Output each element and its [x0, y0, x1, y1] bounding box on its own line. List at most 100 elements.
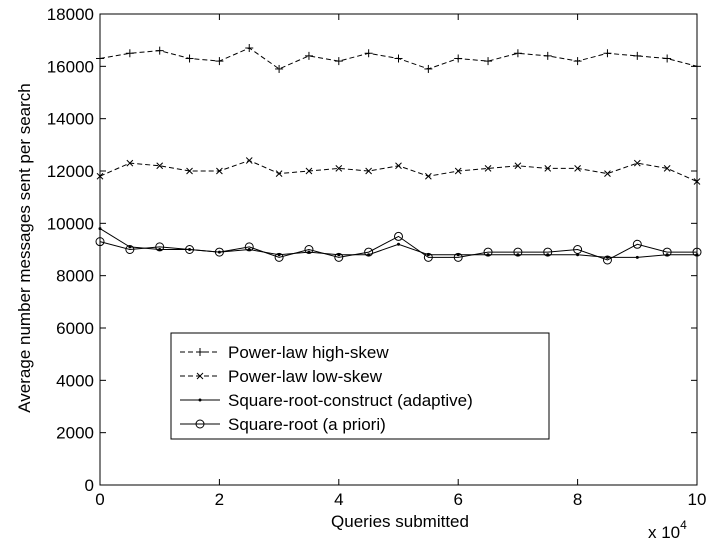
data-point-x: [365, 167, 373, 175]
data-point-plus: [424, 64, 433, 73]
data-point-circle: [274, 252, 284, 262]
legend-label: Power-law low-skew: [228, 367, 383, 386]
data-point-dot: [695, 253, 699, 257]
data-point-dot: [198, 398, 202, 402]
data-point-x: [275, 170, 283, 177]
data-point-x: [514, 162, 522, 170]
x-tick-label: 10: [688, 490, 707, 509]
data-point-x: [216, 167, 223, 175]
data-point-x: [604, 170, 611, 177]
data-point-x: [395, 162, 402, 170]
data-point-dot: [605, 255, 609, 259]
legend-item: Power-law high-skew: [180, 343, 389, 362]
plot-area-border: [99, 13, 698, 486]
data-point-plus: [573, 57, 582, 66]
data-point-dot: [277, 253, 281, 257]
legend-item: Square-root (a priori): [180, 415, 386, 434]
data-point-x: [424, 172, 432, 180]
data-point-dot: [635, 255, 639, 259]
data-point-circle: [364, 247, 374, 257]
data-point-dot: [158, 248, 162, 251]
data-point-x: [305, 167, 313, 175]
legend-item: Square-root-construct (adaptive): [180, 391, 473, 410]
data-point-plus: [96, 54, 104, 63]
data-point-x: [245, 157, 253, 164]
data-point-x: [484, 165, 492, 172]
data-point-circle: [602, 255, 612, 265]
y-tick-label: 12000: [47, 162, 94, 181]
data-point-circle: [632, 239, 642, 249]
data-point-plus: [513, 49, 522, 58]
data-point-x: [574, 165, 581, 172]
legend-label: Power-law high-skew: [228, 343, 389, 362]
data-point-dot: [397, 242, 400, 246]
data-point-circle: [214, 247, 224, 257]
data-point-dot: [516, 253, 520, 257]
y-tick-label: 10000: [47, 214, 94, 233]
data-point-x: [693, 178, 701, 185]
data-point-plus: [603, 49, 612, 58]
x-axis-multiplier-exponent: 4: [680, 518, 687, 532]
x-tick-label: 0: [95, 490, 104, 509]
data-point-circle: [453, 252, 463, 262]
data-point-circle: [155, 242, 165, 252]
data-point-plus: [633, 51, 642, 60]
data-point-dot: [426, 253, 430, 257]
x-axis: 0 2 4 6 8 10: [95, 14, 706, 509]
data-point-x: [454, 167, 462, 175]
data-point-circle: [195, 419, 205, 429]
series-4: [95, 231, 702, 265]
y-tick-label: 8000: [56, 267, 94, 286]
data-point-dot: [98, 227, 102, 231]
data-point-circle: [543, 247, 553, 257]
data-point-x: [335, 165, 343, 172]
data-point-x: [633, 159, 641, 167]
y-tick-label: 4000: [56, 371, 94, 390]
data-point-dot: [128, 245, 132, 249]
data-point-circle: [185, 245, 195, 254]
data-point-dot: [337, 253, 341, 257]
x-axis-label: Queries submitted: [331, 512, 469, 531]
data-point-circle: [423, 252, 433, 262]
data-point-plus: [454, 54, 463, 63]
data-point-x: [156, 162, 164, 170]
series-3: [98, 227, 699, 259]
legend-item: Power-law low-skew: [180, 367, 383, 386]
data-point-dot: [546, 253, 550, 257]
y-tick-label: 16000: [47, 57, 94, 76]
data-point-plus: [275, 64, 284, 73]
data-point-dot: [486, 253, 490, 257]
y-tick-label: 6000: [56, 319, 94, 338]
data-point-plus: [394, 54, 403, 63]
data-point-plus: [543, 51, 552, 60]
data-point-x: [186, 167, 193, 175]
data-point-plus: [125, 49, 134, 58]
data-point-circle: [304, 245, 314, 254]
data-point-dot: [307, 250, 311, 254]
y-tick-label: 18000: [47, 5, 94, 24]
data-point-circle: [394, 231, 403, 241]
y-tick-label: 2000: [56, 424, 94, 443]
data-point-dot: [576, 253, 580, 257]
data-point-circle: [662, 247, 672, 257]
data-point-plus: [215, 57, 224, 66]
data-point-plus: [693, 62, 701, 71]
y-axis-label: Average number messages sent per search: [15, 83, 34, 412]
data-point-plus: [185, 54, 194, 63]
data-point-circle: [573, 245, 583, 254]
data-point-x: [196, 372, 204, 380]
legend: Power-law high-skew Power-law low-skew Squ…: [170, 332, 550, 440]
legend-label: Square-root (a priori): [228, 415, 386, 434]
data-point-plus: [663, 54, 672, 63]
series-layer: [95, 44, 702, 265]
plot-frame: [99, 13, 698, 486]
x-tick-label: 4: [334, 490, 343, 509]
x-tick-label: 8: [573, 490, 582, 509]
data-point-plus: [196, 348, 204, 356]
data-point-dot: [456, 253, 460, 257]
x-tick-label: 2: [215, 490, 224, 509]
x-axis-multiplier-base: x 10: [648, 523, 680, 542]
data-point-plus: [304, 51, 313, 60]
data-point-x: [126, 159, 134, 167]
legend-items: Power-law high-skew Power-law low-skew Squ…: [180, 343, 473, 434]
